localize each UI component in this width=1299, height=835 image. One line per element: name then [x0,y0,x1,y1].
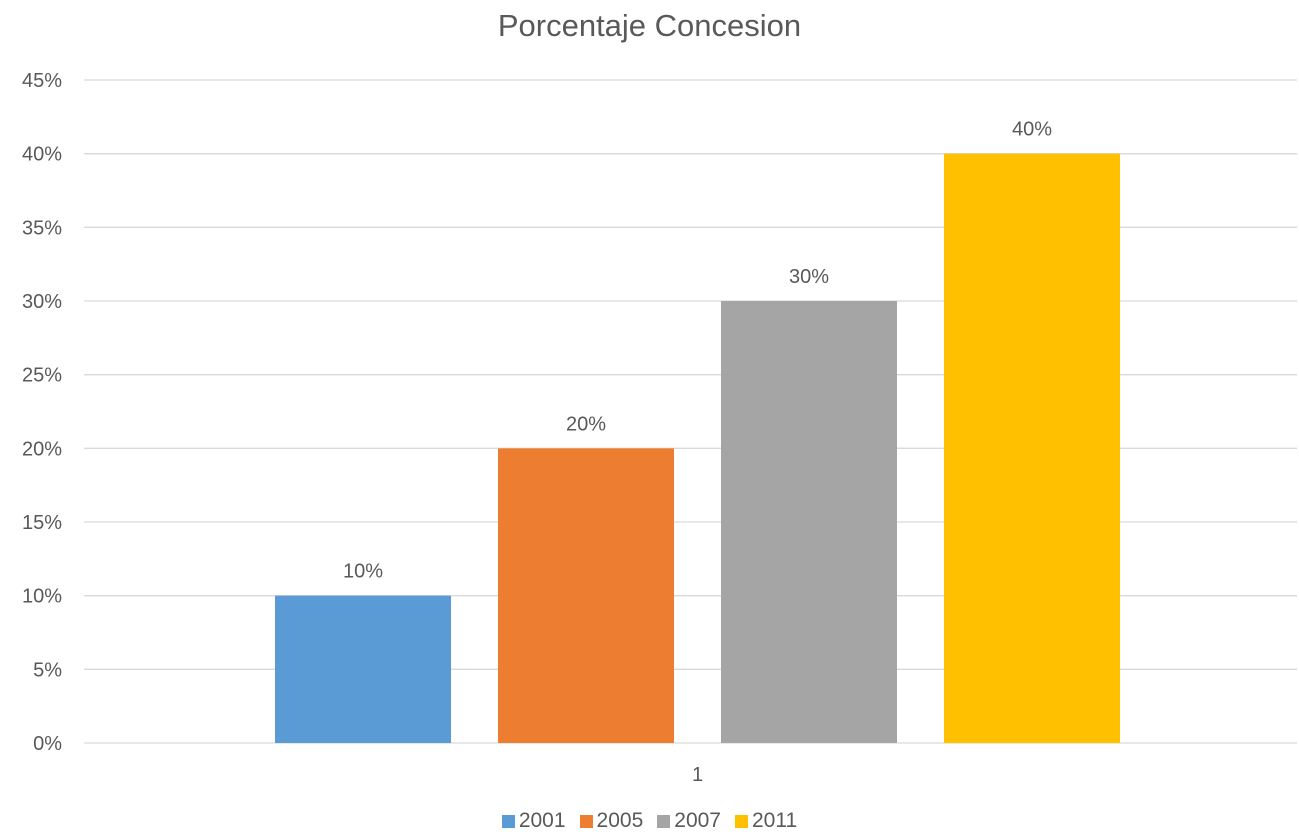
y-tick-label: 10% [22,586,62,608]
legend-label: 2001 [518,809,566,832]
legend-swatch [579,814,593,828]
y-tick-label: 30% [22,291,62,313]
x-tick-label: 1 [692,764,703,786]
legend-swatch [657,814,671,828]
legend-swatch [501,814,515,828]
bar-2001 [275,595,451,743]
y-tick-label: 35% [22,217,62,239]
y-tick-label: 0% [33,733,62,755]
data-label-2005: 20% [566,413,606,435]
data-label-2011: 40% [1012,119,1052,141]
data-label-2001: 10% [343,561,383,583]
legend-item-2005: 2005 [579,809,644,833]
bar-2011 [944,153,1120,743]
y-tick-label: 5% [33,659,62,681]
legend-label: 2005 [596,809,644,832]
x-axis-ticks: 1 [692,764,703,786]
legend-item-2007: 2007 [657,809,721,833]
legend-label: 2007 [674,809,721,832]
chart-title: Porcentaje Concesion [497,8,802,43]
legend: 2001 2005 2007 2011 [0,809,1299,833]
legend-swatch [734,814,748,828]
legend-label: 2011 [751,809,798,832]
bar-2007 [721,301,897,743]
legend-item-2001: 2001 [501,809,566,833]
y-tick-label: 45% [22,70,62,92]
chart-plot: 0% 5% 10% 15% 20% 25% 30% 35% 40% 45% 10% 20% 30% 40… [22,70,1297,786]
y-tick-label: 20% [22,438,62,460]
data-label-2007: 30% [789,266,829,288]
y-axis-ticks: 0% 5% 10% 15% 20% 25% 30% 35% 40% 45% [22,70,62,755]
y-tick-label: 15% [22,512,62,534]
data-labels: 10% 20% 30% 40% [343,119,1052,583]
y-tick-label: 40% [22,144,62,166]
bars [275,153,1120,743]
y-tick-label: 25% [22,365,62,387]
legend-item-2011: 2011 [734,809,798,833]
bar-2005 [498,448,674,743]
